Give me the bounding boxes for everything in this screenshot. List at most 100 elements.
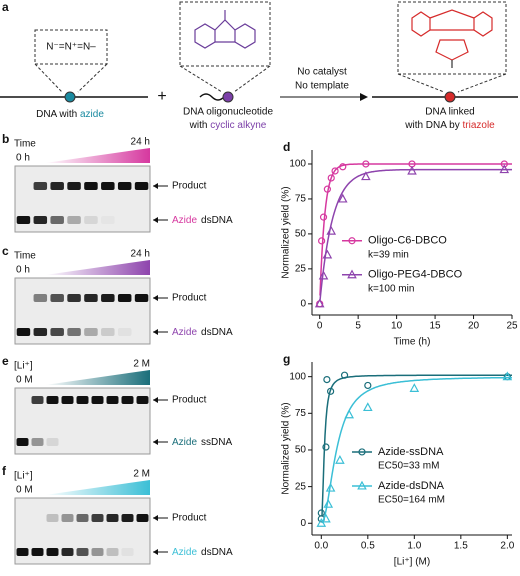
caption: with cyclic alkyne — [189, 120, 267, 131]
data-point — [327, 174, 335, 182]
y-tick-label: 50 — [295, 229, 307, 240]
gel-band — [106, 396, 119, 404]
band-label-rest: dsDNA — [201, 215, 233, 226]
gel-band — [50, 216, 64, 224]
band-label: Azide dsDNA — [172, 215, 233, 226]
condition: No template — [295, 81, 349, 92]
caption: DNA oligonucleotide — [183, 107, 273, 118]
fit-curve — [321, 376, 512, 524]
legend-label: Azide-ssDNA — [378, 446, 444, 458]
gel-band — [122, 438, 134, 446]
gel-band — [136, 396, 149, 404]
fit-curve — [319, 168, 512, 301]
scale-label: Time — [14, 251, 36, 262]
data-point — [318, 270, 329, 280]
legend-label: Oligo-C6-DBCO — [368, 235, 447, 247]
band-label-colored: Azide — [172, 327, 197, 338]
panel-label: g — [283, 352, 290, 366]
gel-band — [101, 182, 115, 190]
gel-band — [61, 396, 74, 404]
triazole-structure — [411, 9, 493, 68]
band-label-colored: Azide — [172, 437, 197, 448]
gel-band — [136, 514, 149, 522]
gel-band — [33, 328, 48, 336]
gel-band — [91, 396, 104, 404]
gel-band — [107, 438, 119, 446]
fit-annotation: EC50=164 mM — [378, 495, 445, 506]
legend-label: Azide-dsDNA — [378, 480, 445, 492]
gel-band — [101, 294, 115, 302]
gel-band — [17, 182, 31, 190]
x-axis-title: [Li⁺] (M) — [394, 557, 430, 568]
panel-label: e — [2, 354, 9, 368]
scale-wedge — [45, 260, 150, 275]
panel-a: a N⁻=N⁺=N– DNA with azide + DNA oligonuc… — [0, 0, 518, 131]
x-tick-label: 15 — [430, 321, 442, 332]
gel-band — [17, 294, 31, 302]
data-point — [361, 171, 371, 181]
gel-band — [33, 294, 48, 302]
y-axis-title: Normalized yield (%) — [281, 402, 292, 494]
band-label-colored: Azide — [172, 547, 197, 558]
gel-band — [84, 294, 98, 302]
gel-band — [61, 514, 74, 522]
data-point — [321, 513, 331, 523]
gel-band — [106, 548, 119, 556]
scale-wedge — [45, 480, 150, 495]
y-tick-label: 100 — [289, 159, 306, 170]
legend-marker — [348, 237, 356, 245]
scale-end: 24 h — [131, 137, 150, 148]
scale-end: 2 M — [133, 359, 150, 370]
gel-band — [67, 328, 81, 336]
gel-band — [33, 182, 48, 190]
gel-band — [134, 294, 149, 302]
x-tick-label: 0.0 — [314, 541, 328, 552]
data-point — [316, 518, 327, 527]
arrow-head — [153, 397, 158, 403]
gel-band — [121, 548, 134, 556]
plus: + — [157, 88, 166, 105]
gel-band — [91, 514, 104, 522]
arrow-head — [153, 183, 158, 189]
gel-band — [16, 438, 29, 446]
data-point — [323, 498, 334, 508]
caption: DNA with azide — [36, 109, 104, 120]
panel-label: c — [2, 244, 9, 258]
data-point — [339, 163, 347, 171]
data-point — [331, 167, 339, 175]
data-point — [362, 160, 370, 168]
gel-band — [76, 548, 89, 556]
band-label-colored: Azide — [172, 215, 197, 226]
x-tick-label: 20 — [468, 321, 480, 332]
gel-band — [46, 514, 59, 522]
y-tick-label: 50 — [295, 445, 307, 456]
gel-band — [50, 294, 64, 302]
gel-band — [17, 514, 29, 522]
band-label: Product — [172, 513, 207, 524]
gel-band — [16, 548, 29, 556]
triazole-node — [444, 91, 456, 103]
panel-label: a — [2, 0, 9, 14]
scale-label: Time — [14, 139, 36, 150]
gel-band — [76, 514, 89, 522]
arrow-head — [153, 439, 158, 445]
x-tick-label: 5 — [355, 321, 361, 332]
gel-band — [137, 438, 149, 446]
gel-band — [121, 396, 134, 404]
scale-label: [Li⁺] — [14, 361, 33, 372]
gel-band — [67, 182, 81, 190]
band-label-rest: dsDNA — [201, 547, 233, 558]
gel-band — [31, 548, 44, 556]
scale-start: 0 h — [16, 153, 30, 164]
gel-band — [101, 216, 115, 224]
azide-node — [64, 91, 76, 103]
legend-marker — [347, 269, 357, 279]
band-label: Product — [172, 395, 207, 406]
gel-band — [118, 216, 132, 224]
panel-label: f — [2, 464, 7, 478]
caption: with DNA by triazole — [404, 120, 495, 131]
fit-curve — [321, 374, 512, 517]
data-point — [499, 164, 510, 174]
gel-band — [50, 182, 64, 190]
data-point — [409, 383, 420, 392]
